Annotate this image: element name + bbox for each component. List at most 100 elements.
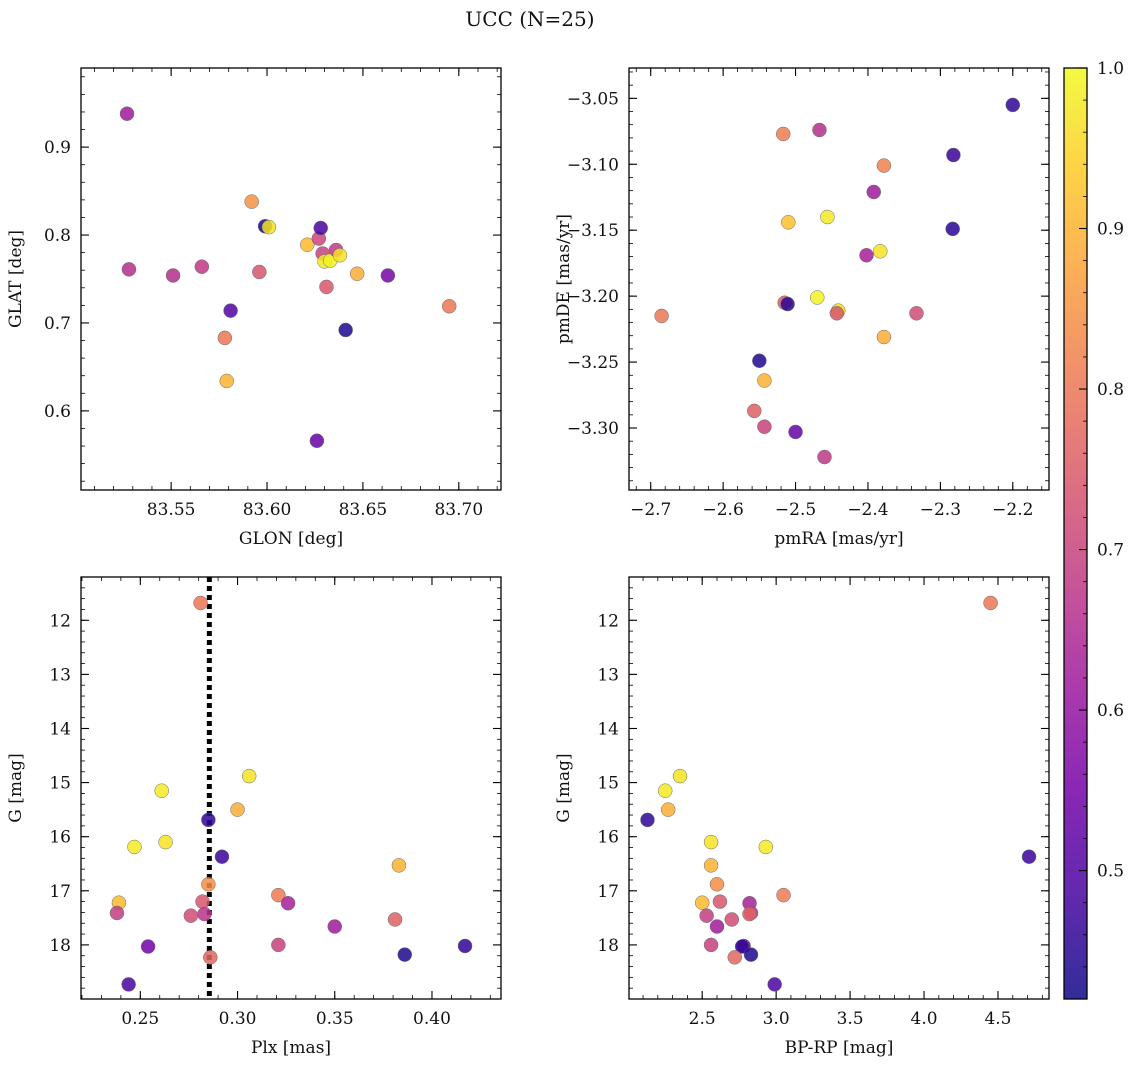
y-tick-label: −3.30 — [567, 419, 619, 439]
y-tick-label: 13 — [597, 665, 619, 685]
colorbar-tick-label: 0.5 — [1097, 862, 1124, 882]
data-point — [183, 908, 199, 923]
data-point — [781, 215, 796, 230]
data-point — [127, 839, 142, 855]
x-tick-label: 83.65 — [339, 500, 388, 520]
x-axis-label: GLON [deg] — [239, 529, 343, 549]
data-point — [219, 373, 235, 389]
y-tick-label: 12 — [49, 611, 71, 631]
data-point — [121, 262, 137, 277]
x-tick-label: 0.40 — [413, 1009, 451, 1029]
colorbar-tick-label: 0.6 — [1097, 701, 1124, 721]
data-point — [727, 950, 742, 965]
colorbar: 0.5 0.6 0.7 0.8 0.9 1.0 — [1063, 59, 1124, 1000]
data-point — [165, 268, 181, 283]
plot-frame — [80, 67, 502, 491]
y-tick-label: 0.7 — [44, 314, 71, 334]
data-point — [699, 908, 714, 923]
data-point — [694, 895, 710, 910]
y-tick-label: 16 — [597, 828, 619, 848]
data-point — [271, 887, 286, 903]
x-tick-label: 4.5 — [984, 1009, 1011, 1029]
data-point — [820, 209, 835, 225]
data-point — [280, 895, 296, 911]
data-point — [660, 802, 676, 817]
data-point — [817, 449, 832, 465]
data-point — [194, 259, 210, 274]
data-point — [788, 424, 803, 440]
data-point — [758, 839, 774, 855]
data-point — [859, 248, 874, 263]
data-point — [654, 308, 669, 324]
data-point — [387, 912, 403, 927]
x-tick-label: 2.5 — [689, 1009, 716, 1029]
data-point — [812, 122, 827, 138]
data-point — [876, 158, 892, 173]
data-point — [109, 905, 125, 921]
data-point — [709, 919, 725, 934]
x-tick-label: −2.7 — [630, 500, 671, 520]
data-point — [195, 894, 210, 909]
colorbar-tick-label: 1.0 — [1097, 59, 1124, 79]
data-point — [752, 353, 767, 369]
x-tick-label: −2.5 — [775, 500, 816, 520]
y-axis-label: pmDE [mas/yr] — [554, 214, 574, 344]
data-point — [300, 237, 315, 252]
x-tick-label: 83.55 — [147, 500, 196, 520]
data-point — [810, 290, 825, 305]
data-point — [946, 147, 961, 163]
data-point — [391, 858, 407, 873]
panel-1: 83.55 83.60 83.65 83.70 0.6 0.7 0.8 0.9 GLON [de… — [6, 67, 502, 549]
colorbar-bar — [1064, 68, 1087, 999]
data-point — [223, 303, 238, 318]
y-tick-label: −3.10 — [567, 155, 619, 175]
x-axis-label: BP-RP [mag] — [785, 1038, 894, 1058]
data-point — [747, 403, 762, 419]
x-tick-label: −2.4 — [847, 500, 888, 520]
data-point — [743, 947, 759, 962]
data-point — [332, 248, 348, 263]
data-point — [703, 834, 719, 850]
y-tick-label: −3.20 — [567, 287, 619, 307]
data-point — [672, 768, 688, 784]
y-tick-label: 0.6 — [44, 402, 71, 422]
data-point — [338, 322, 353, 338]
x-tick-label: 83.60 — [243, 500, 292, 520]
x-axis-label: Plx [mas] — [251, 1038, 331, 1058]
panels: 83.55 83.60 83.65 83.70 0.6 0.7 0.8 0.9 GLON [de… — [6, 67, 1050, 1058]
data-point — [640, 812, 655, 828]
data-point — [757, 419, 772, 434]
data-point — [397, 947, 412, 962]
data-point — [909, 306, 924, 321]
data-point — [983, 595, 998, 611]
y-tick-label: 17 — [49, 882, 71, 902]
data-point — [703, 858, 719, 873]
points — [119, 106, 457, 449]
data-point — [319, 279, 334, 295]
y-tick-label: −3.05 — [567, 89, 619, 109]
panel-4: 2.5 3.0 3.5 4.0 4.5 12 13 14 15 16 17 18 BP-RP [mag]… — [554, 576, 1050, 1058]
y-tick-label: 17 — [597, 882, 619, 902]
data-point — [193, 595, 208, 611]
y-tick-label: 13 — [49, 665, 71, 685]
plot-frame — [628, 67, 1050, 491]
data-point — [724, 912, 740, 927]
data-point — [252, 264, 267, 280]
data-point — [1021, 849, 1037, 864]
points — [109, 595, 473, 992]
x-tick-label: 0.30 — [219, 1009, 257, 1029]
data-point — [154, 783, 169, 798]
data-point — [657, 783, 673, 798]
data-point — [309, 433, 325, 449]
y-tick-label: 18 — [597, 936, 619, 956]
data-point — [767, 977, 782, 992]
data-point — [775, 126, 791, 142]
y-tick-label: 15 — [49, 774, 71, 794]
y-tick-label: 14 — [49, 719, 71, 739]
data-point — [121, 977, 136, 992]
panel-2: −2.7 −2.6 −2.5 −2.4 −2.3 −2.2 −3.05 −3.10 −3.15 −… — [554, 67, 1050, 549]
colorbar-frame — [1063, 67, 1088, 1000]
y-axis-label: G [mag] — [6, 753, 26, 822]
data-point — [876, 329, 892, 345]
x-tick-label: 0.35 — [316, 1009, 354, 1029]
